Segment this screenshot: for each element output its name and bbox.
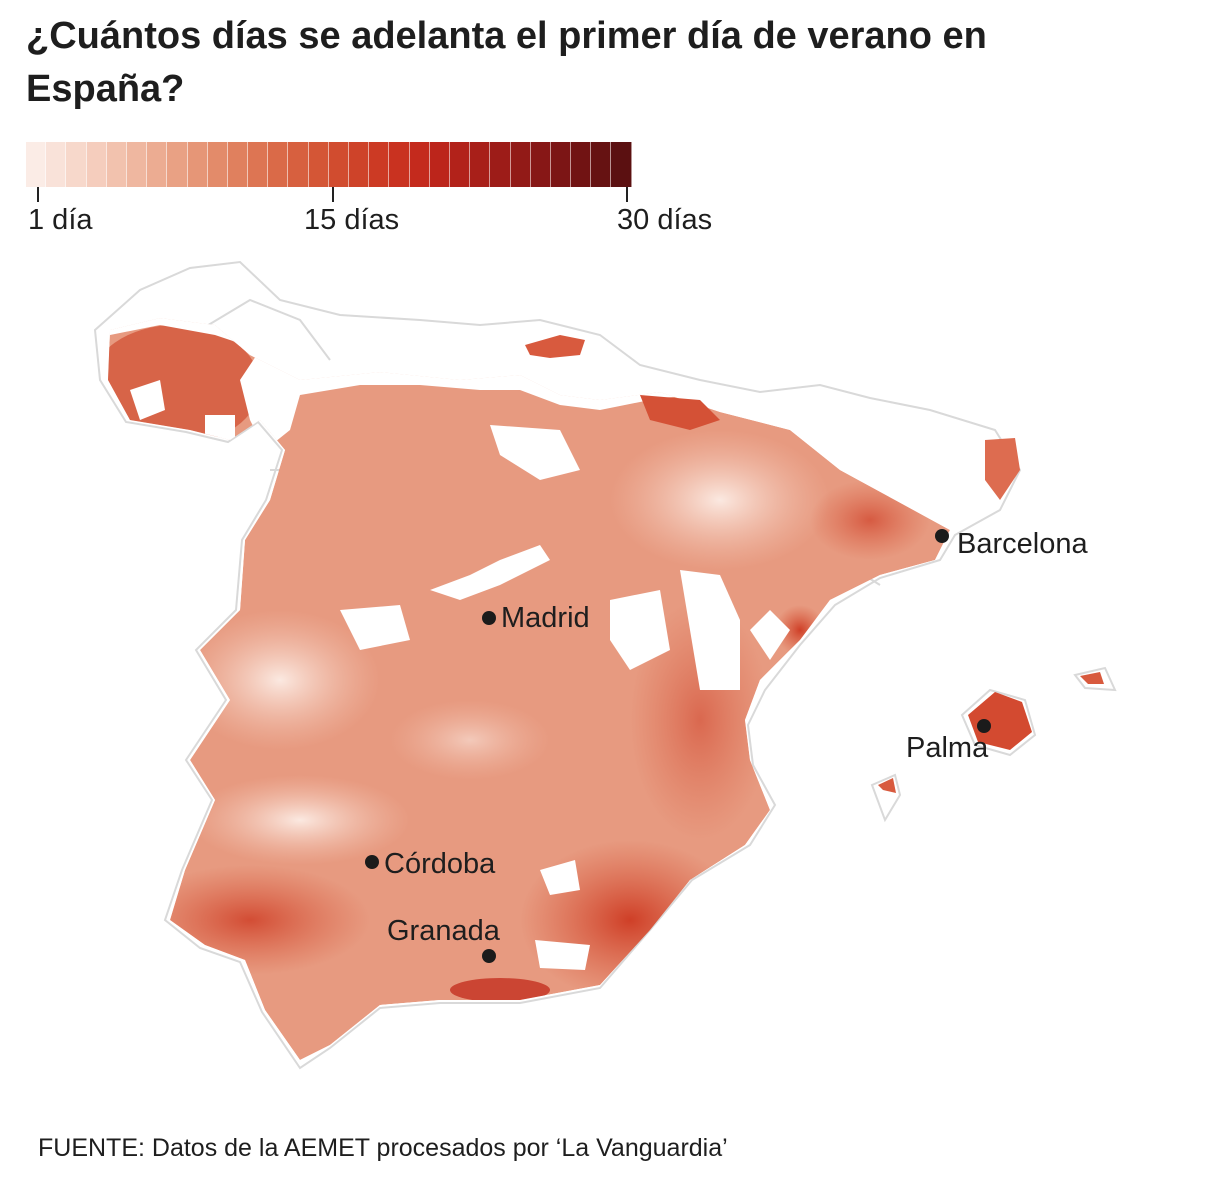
granada-label: Granada [387,915,501,947]
legend-color-scale [26,142,632,187]
city-palma: Palma [906,719,991,764]
cities: Madrid Barcelona Palma Córdoba Granada [365,528,1088,963]
legend-swatch-12 [248,142,269,187]
legend-swatch-7 [147,142,168,187]
legend-label-min: 1 día [28,204,93,236]
legend-swatch-8 [167,142,188,187]
city-granada: Granada [387,915,501,963]
legend-tick-mid [332,187,334,202]
legend-tick-min [37,187,39,202]
legend-swatch-20 [409,142,430,187]
legend-swatch-24 [490,142,511,187]
legend-swatch-28 [571,142,592,187]
legend-swatch-10 [207,142,228,187]
city-cordoba: Córdoba [365,848,496,880]
legend-swatch-29 [591,142,612,187]
legend-swatch-27 [550,142,572,187]
legend-swatch-5 [106,142,127,187]
legend-swatch-6 [126,142,148,187]
color-legend: 1 día 15 días 30 días [26,142,746,242]
legend-swatch-30 [611,142,632,187]
legend-label-max: 30 días [617,204,713,236]
palma-dot [977,719,991,733]
legend-swatch-19 [389,142,410,187]
spain-heat-map: Madrid Barcelona Palma Córdoba Granada [93,260,1117,1070]
madrid-dot [482,611,496,625]
legend-swatch-3 [66,142,87,187]
legend-tick-max [626,187,628,202]
legend-swatch-26 [530,142,551,187]
legend-swatch-11 [227,142,249,187]
barcelona-label: Barcelona [957,528,1088,560]
legend-swatch-13 [268,142,289,187]
balearic-fill [878,672,1104,793]
legend-label-mid: 15 días [304,204,400,236]
city-madrid: Madrid [482,602,590,634]
legend-swatch-14 [288,142,309,187]
legend-swatch-1 [26,142,47,187]
cordoba-label: Córdoba [384,848,496,880]
legend-swatch-9 [187,142,208,187]
palma-label: Palma [906,732,989,764]
legend-swatch-2 [46,142,67,187]
source-note: FUENTE: Datos de la AEMET procesados por… [38,1134,728,1162]
barcelona-dot [935,529,949,543]
legend-swatch-18 [369,142,390,187]
legend-swatch-15 [308,142,329,187]
legend-swatch-16 [328,142,349,187]
chart-title: ¿Cuántos días se adelanta el primer día … [26,15,987,110]
legend-swatch-21 [429,142,450,187]
legend-swatch-25 [510,142,531,187]
city-barcelona: Barcelona [935,528,1088,560]
granada-dot [482,949,496,963]
heat-layer [108,318,950,1060]
madrid-label: Madrid [501,602,590,634]
cordoba-dot [365,855,379,869]
northern-patches [525,335,1020,500]
legend-swatch-17 [349,142,370,187]
legend-swatch-23 [470,142,491,187]
legend-swatch-4 [86,142,107,187]
legend-swatch-22 [449,142,471,187]
